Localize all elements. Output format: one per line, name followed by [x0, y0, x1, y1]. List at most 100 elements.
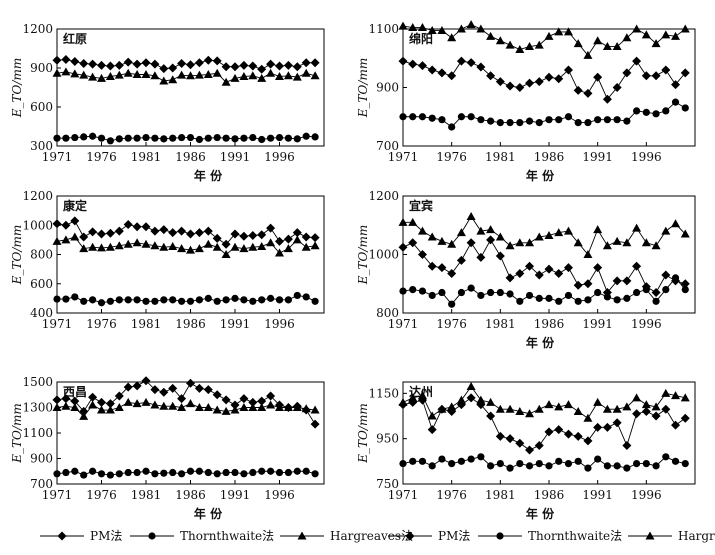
data-point [97, 243, 106, 252]
data-point [141, 222, 151, 232]
legend-marker [297, 531, 307, 540]
data-point [159, 242, 169, 251]
x-tick-label: 1991 [220, 488, 251, 502]
data-point [594, 455, 602, 463]
data-point [632, 24, 642, 33]
data-point [230, 229, 240, 239]
data-point [594, 116, 602, 124]
data-point [408, 23, 418, 32]
legend: PM法 Thornthwaite法 Hargreaves法 [40, 529, 413, 543]
data-point [141, 376, 151, 386]
data-point [525, 409, 535, 418]
data-point [194, 70, 204, 79]
data-point [525, 462, 534, 470]
data-point [169, 468, 177, 477]
x-tick-label: 1991 [582, 488, 613, 502]
data-point [622, 440, 632, 450]
data-point [311, 297, 319, 305]
data-point [150, 226, 160, 236]
y-tick-label: 1200 [368, 189, 399, 203]
data-point [177, 244, 187, 253]
data-point [563, 27, 573, 36]
x-tick-label: 1991 [220, 150, 251, 164]
data-point [661, 30, 671, 39]
data-point [505, 273, 515, 283]
data-point [603, 462, 612, 470]
data-point [661, 404, 671, 414]
data-point [487, 117, 495, 125]
data-point [466, 58, 476, 68]
data-point [61, 67, 71, 76]
data-point [230, 73, 240, 82]
data-point [495, 36, 505, 45]
data-point [554, 74, 564, 84]
x-tick-label: 1971 [388, 317, 419, 331]
data-point [248, 230, 258, 240]
data-point [437, 236, 447, 245]
data-point [623, 294, 631, 302]
x-tick-label: 1986 [175, 488, 206, 502]
x-tick-label: 1991 [582, 150, 613, 164]
data-point [622, 33, 632, 42]
data-point [53, 134, 61, 142]
data-point [476, 62, 486, 72]
x-tick-label: 1971 [42, 317, 73, 331]
data-point [573, 280, 583, 290]
data-point [97, 397, 106, 407]
series-line [402, 238, 686, 294]
data-point [525, 42, 535, 51]
data-point [132, 70, 142, 78]
data-point [159, 225, 169, 235]
data-point [203, 70, 213, 78]
data-point [212, 242, 222, 251]
data-point [97, 229, 106, 239]
data-point [239, 231, 249, 241]
data-point [583, 88, 593, 98]
data-point [437, 404, 447, 413]
data-point [584, 296, 592, 304]
data-point [70, 403, 80, 411]
data-point [204, 468, 212, 477]
data-point [53, 470, 61, 478]
y-axis-label: E_TO/mm [10, 225, 24, 285]
data-point [612, 418, 622, 428]
data-point [680, 229, 690, 238]
data-point [681, 460, 689, 468]
data-point [258, 467, 266, 475]
data-point [495, 404, 505, 413]
x-tick-label: 1976 [86, 317, 117, 331]
data-point [257, 241, 267, 250]
data-point [203, 55, 213, 65]
data-point [662, 453, 670, 461]
data-point [284, 468, 292, 477]
data-point [62, 295, 70, 303]
data-point [97, 60, 106, 70]
series-circle [399, 98, 689, 131]
data-point [123, 239, 133, 248]
chart-panel: 300 600 900 1200 1971 1976 1981 1986 1991 1996 E_T… [10, 22, 325, 183]
panel-title: 西昌 [63, 385, 87, 399]
legend-marker [57, 531, 67, 541]
data-point [310, 71, 320, 80]
data-point [651, 39, 661, 48]
data-point [564, 460, 573, 468]
data-point [651, 411, 661, 421]
data-point [399, 113, 407, 121]
data-point [447, 239, 457, 248]
data-point [612, 236, 622, 245]
chart-panel: 400 600 800 1000 1200 1971 1976 1981 1986 1991 199… [10, 189, 325, 331]
data-point [266, 68, 276, 77]
data-point [97, 73, 106, 82]
data-point [398, 217, 408, 226]
data-point [573, 406, 583, 415]
data-point [602, 404, 612, 413]
data-point [105, 228, 115, 238]
legend-marker [496, 532, 504, 540]
data-point [79, 58, 89, 68]
data-point [106, 137, 114, 145]
data-point [240, 296, 248, 304]
data-point [97, 299, 106, 307]
data-point [583, 250, 593, 258]
data-point [275, 71, 284, 80]
legend-marker [405, 531, 415, 541]
